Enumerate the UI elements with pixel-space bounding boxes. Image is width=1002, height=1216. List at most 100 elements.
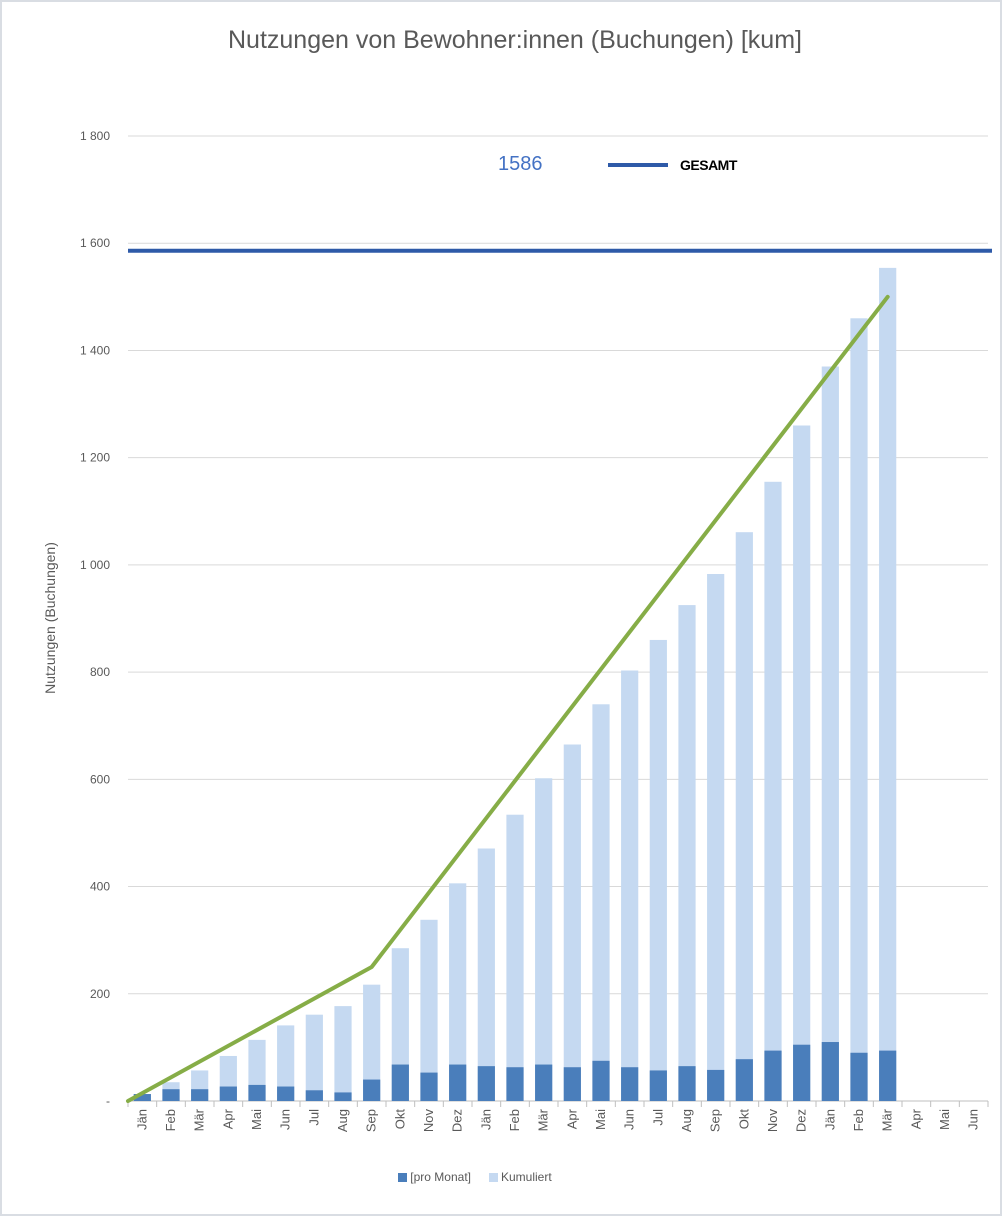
bar-monthly-12 bbox=[477, 1066, 495, 1101]
x-tick-label-18: Jul bbox=[650, 1109, 665, 1126]
x-tick-label-4: Mai bbox=[249, 1109, 264, 1130]
x-tick-label-21: Okt bbox=[736, 1109, 751, 1130]
x-tick-label-14: Mär bbox=[536, 1108, 551, 1131]
bar-monthly-2 bbox=[191, 1089, 209, 1101]
x-tick-label-16: Mai bbox=[593, 1109, 608, 1130]
bar-monthly-8 bbox=[363, 1079, 381, 1101]
bar-cumulative-24 bbox=[821, 366, 839, 1101]
bar-cumulative-26 bbox=[879, 267, 897, 1102]
bar-cumulative-20 bbox=[707, 574, 725, 1101]
y-tick-label-6: 1 200 bbox=[80, 451, 110, 465]
x-tick-label-2: Mär bbox=[192, 1108, 207, 1131]
x-tick-label-12: Jän bbox=[478, 1109, 493, 1130]
x-tick-label-29: Jun bbox=[966, 1109, 981, 1130]
bar-cumulative-9 bbox=[391, 948, 409, 1101]
bar-monthly-22 bbox=[764, 1050, 782, 1101]
x-tick-label-10: Nov bbox=[421, 1109, 436, 1133]
x-tick-label-3: Apr bbox=[220, 1108, 235, 1129]
total-label: GESAMT bbox=[680, 156, 737, 173]
x-tick-label-20: Sep bbox=[708, 1109, 723, 1132]
total-line-swatch bbox=[608, 162, 668, 167]
x-tick-label-1: Feb bbox=[163, 1109, 178, 1131]
y-tick-label-8: 1 600 bbox=[80, 236, 110, 250]
bar-monthly-11 bbox=[449, 1064, 467, 1101]
bar-cumulative-14 bbox=[535, 778, 553, 1101]
x-tick-label-17: Jun bbox=[622, 1109, 637, 1130]
x-tick-label-22: Nov bbox=[765, 1109, 780, 1133]
y-tick-label-1: 200 bbox=[90, 987, 110, 1001]
bar-monthly-6 bbox=[305, 1090, 323, 1101]
y-tick-label-4: 800 bbox=[90, 665, 110, 679]
bar-monthly-20 bbox=[707, 1069, 725, 1101]
bar-monthly-25 bbox=[850, 1052, 868, 1101]
x-tick-label-27: Apr bbox=[908, 1108, 923, 1129]
total-legend: 1586 GESAMT bbox=[498, 153, 737, 176]
bar-monthly-10 bbox=[420, 1072, 438, 1101]
x-tick-label-28: Mai bbox=[937, 1109, 952, 1130]
bar-cumulative-17 bbox=[621, 670, 639, 1101]
y-tick-label-3: 600 bbox=[90, 772, 110, 786]
x-tick-label-9: Okt bbox=[392, 1109, 407, 1130]
x-tick-label-26: Mär bbox=[880, 1108, 895, 1131]
bar-cumulative-12 bbox=[477, 848, 495, 1101]
x-tick-label-6: Jul bbox=[306, 1109, 321, 1126]
x-tick-label-25: Feb bbox=[851, 1109, 866, 1131]
bar-cumulative-8 bbox=[363, 984, 381, 1101]
y-tick-label-2: 400 bbox=[90, 880, 110, 894]
bar-cumulative-11 bbox=[449, 883, 467, 1101]
bar-monthly-16 bbox=[592, 1060, 610, 1101]
bar-monthly-23 bbox=[793, 1044, 811, 1101]
x-tick-label-24: Jän bbox=[822, 1109, 837, 1130]
bar-cumulative-13 bbox=[506, 814, 524, 1101]
x-tick-label-7: Aug bbox=[335, 1109, 350, 1132]
bar-monthly-1 bbox=[162, 1089, 180, 1101]
y-tick-label-5: 1 000 bbox=[80, 558, 110, 572]
bar-monthly-19 bbox=[678, 1066, 696, 1101]
bar-cumulative-16 bbox=[592, 704, 610, 1101]
legend-label-cumulative: Kumuliert bbox=[501, 1170, 552, 1184]
chart-title: Nutzungen von Bewohner:innen (Buchungen)… bbox=[228, 26, 802, 54]
bar-monthly-9 bbox=[391, 1064, 409, 1101]
x-tick-label-23: Dez bbox=[794, 1109, 809, 1132]
y-tick-label-9: 1 800 bbox=[80, 129, 110, 143]
bar-cumulative-23 bbox=[793, 425, 811, 1101]
trend-line bbox=[126, 294, 890, 1103]
legend-label-monthly: [pro Monat] bbox=[410, 1170, 471, 1184]
x-tick-label-13: Feb bbox=[507, 1109, 522, 1131]
x-tick-label-11: Dez bbox=[450, 1109, 465, 1132]
bar-cumulative-19 bbox=[678, 605, 696, 1101]
x-tick-label-8: Sep bbox=[364, 1109, 379, 1132]
legend-swatch-cumulative bbox=[489, 1172, 498, 1182]
x-tick-label-15: Apr bbox=[564, 1108, 579, 1129]
bar-monthly-24 bbox=[821, 1042, 839, 1101]
bar-cumulative-6 bbox=[305, 1014, 323, 1101]
bar-cumulative-5 bbox=[277, 1025, 295, 1101]
bar-monthly-26 bbox=[879, 1050, 897, 1101]
bar-cumulative-22 bbox=[764, 481, 782, 1102]
y-tick-label-7: 1 400 bbox=[80, 343, 110, 357]
bar-cumulative-15 bbox=[563, 744, 581, 1101]
bar-monthly-15 bbox=[563, 1067, 581, 1101]
bar-monthly-3 bbox=[219, 1086, 237, 1101]
bar-cumulative-10 bbox=[420, 919, 438, 1101]
legend-item-monthly: [pro Monat] bbox=[398, 1170, 471, 1184]
bar-monthly-21 bbox=[735, 1059, 753, 1101]
legend-swatch-monthly bbox=[398, 1172, 408, 1182]
bar-cumulative-7 bbox=[334, 1006, 352, 1101]
bar-monthly-4 bbox=[248, 1084, 266, 1101]
bar-cumulative-21 bbox=[735, 532, 753, 1101]
legend-item-cumulative: Kumuliert bbox=[489, 1170, 552, 1184]
bar-cumulative-18 bbox=[649, 639, 667, 1101]
legend: [pro Monat] Kumuliert bbox=[0, 1170, 950, 1184]
y-tick-label-0: - bbox=[106, 1094, 110, 1108]
bar-monthly-13 bbox=[506, 1067, 524, 1101]
bar-monthly-18 bbox=[649, 1070, 667, 1101]
bar-monthly-5 bbox=[277, 1086, 295, 1101]
bar-monthly-17 bbox=[621, 1067, 639, 1101]
bar-monthly-0 bbox=[133, 1094, 151, 1101]
total-value: 1586 bbox=[498, 153, 543, 175]
bar-monthly-7 bbox=[334, 1092, 352, 1101]
x-tick-label-19: Aug bbox=[679, 1109, 694, 1132]
x-tick-label-0: Jän bbox=[134, 1109, 149, 1130]
